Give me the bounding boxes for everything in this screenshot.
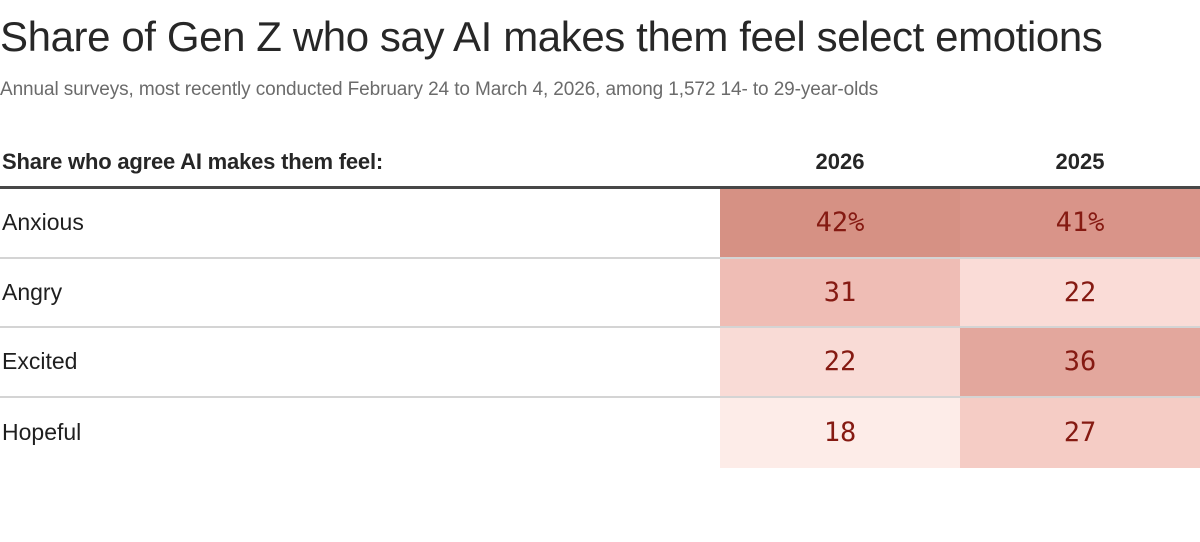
- row-label: Hopeful: [0, 397, 720, 468]
- value-cell-anxious-2025: 41%: [960, 189, 1200, 257]
- column-header-2026: 2026: [815, 148, 865, 174]
- value-cell-angry-2026: 31: [720, 258, 960, 326]
- table-header-label: Share who agree AI makes them feel:: [2, 148, 383, 174]
- emotions-table: Share who agree AI makes them feel: 2026…: [0, 137, 1200, 468]
- column-header-2025: 2025: [1055, 148, 1105, 174]
- value-cell-hopeful-2025: 27: [960, 397, 1200, 468]
- value-cell-hopeful-2026: 18: [720, 397, 960, 468]
- table-row-excited: Excited 22 36: [0, 328, 1200, 398]
- table-body: Anxious 42% 41% Angry 31 22 Excited 22 3…: [0, 189, 1200, 468]
- value-cell-anxious-2026: 42%: [720, 189, 960, 257]
- page-title: Share of Gen Z who say AI makes them fee…: [0, 13, 1103, 60]
- row-label: Excited: [0, 328, 720, 396]
- row-label: Anxious: [0, 189, 720, 257]
- value-cell-angry-2025: 22: [960, 258, 1200, 326]
- page-subtitle: Annual surveys, most recently conducted …: [0, 79, 879, 100]
- table-row-anxious: Anxious 42% 41%: [0, 189, 1200, 259]
- table-row-angry: Angry 31 22: [0, 258, 1200, 328]
- row-label: Angry: [0, 258, 720, 326]
- table-row-hopeful: Hopeful 18 27: [0, 397, 1200, 468]
- value-cell-excited-2025: 36: [960, 328, 1200, 396]
- table-header-row: Share who agree AI makes them feel: 2026…: [0, 137, 1200, 189]
- chart-card: Share of Gen Z who say AI makes them fee…: [0, 4, 1200, 542]
- value-cell-excited-2026: 22: [720, 328, 960, 396]
